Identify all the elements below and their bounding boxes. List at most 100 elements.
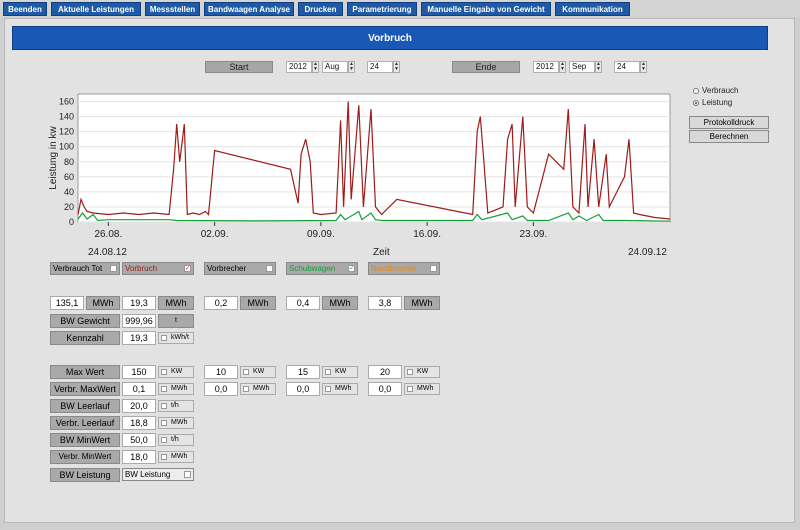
start-month-spinner[interactable]: ▲ ▼ <box>348 61 355 73</box>
berechnen-button[interactable]: Berechnen <box>689 130 769 143</box>
max-wert-value[interactable]: 150 <box>122 365 156 379</box>
checkbox-checked-icon[interactable]: ✓ <box>184 265 191 272</box>
y-tick-label: 120 <box>59 127 74 137</box>
bw-leerlauf-value[interactable]: 20,0 <box>122 399 156 413</box>
checkbox-icon[interactable] <box>161 454 167 460</box>
end-month-spinner[interactable]: ▲ ▼ <box>595 61 602 73</box>
checkbox-icon[interactable] <box>325 386 331 392</box>
end-day-field[interactable]: 24 <box>614 61 640 73</box>
verbr-unit-col3[interactable]: MWh <box>240 383 276 395</box>
verbr-minwert-unit[interactable]: MWh <box>158 451 194 463</box>
max-unit-col3[interactable]: KW <box>240 366 276 378</box>
kennzahl-unit[interactable]: kWh/t <box>158 332 194 344</box>
start-month-field[interactable]: Aug <box>322 61 348 73</box>
checkbox-icon[interactable] <box>161 420 167 426</box>
total-unit-4: MWh <box>322 296 358 310</box>
max-unit-col3-label: KW <box>253 368 265 375</box>
menu-kommunikation[interactable]: Kommunikation <box>555 2 630 16</box>
start-year-field[interactable]: 2012 <box>286 61 312 73</box>
bw-minwert-unit-label: t/h <box>171 436 179 443</box>
filter-verbrauch-tot[interactable]: Verbrauch Tot <box>50 262 120 275</box>
checkbox-icon[interactable] <box>161 369 167 375</box>
menu-drucken[interactable]: Drucken <box>298 2 343 16</box>
checkbox-icon[interactable] <box>161 386 167 392</box>
total-value-3: 0,2 <box>204 296 238 310</box>
verbr-leerlauf-unit[interactable]: MWh <box>158 417 194 429</box>
radio-verbrauch-label: Verbrauch <box>702 86 739 95</box>
verbr-maxwert-unit[interactable]: MWh <box>158 383 194 395</box>
checkbox-checked-icon[interactable]: ✓ <box>348 265 355 272</box>
start-day-field[interactable]: 24 <box>367 61 393 73</box>
menu-aktuelle-leistungen[interactable]: Aktuelle Leistungen <box>51 2 141 16</box>
filter-nachbrecher[interactable]: Nachbrecher <box>368 262 440 275</box>
verbr-unit-col4[interactable]: MWh <box>322 383 358 395</box>
start-year-spinner[interactable]: ▲ ▼ <box>312 61 319 73</box>
checkbox-icon[interactable] <box>161 437 167 443</box>
total-value-1: 135,1 <box>50 296 84 310</box>
max-unit-col5[interactable]: KW <box>404 366 440 378</box>
checkbox-icon[interactable] <box>184 471 191 478</box>
checkbox-icon[interactable] <box>266 265 273 272</box>
start-day-spinner[interactable]: ▲ ▼ <box>393 61 400 73</box>
radio-verbrauch[interactable]: Verbrauch <box>693 86 738 95</box>
menu-manuelle-eingabe[interactable]: Manuelle Eingabe von Gewicht <box>421 2 551 16</box>
checkbox-icon[interactable] <box>243 369 249 375</box>
y-axis-label: Leistung in kw <box>48 126 59 190</box>
menu-messstellen[interactable]: Messstellen <box>145 2 200 16</box>
max-wert-unit[interactable]: KW <box>158 366 194 378</box>
y-tick-label: 40 <box>64 187 74 197</box>
y-tick-label: 20 <box>64 202 74 212</box>
end-year-field[interactable]: 2012 <box>533 61 559 73</box>
verbr-leerlauf-label: Verbr. Leerlauf <box>50 416 120 430</box>
x-tick-label: 26.08. <box>94 229 122 240</box>
checkbox-icon[interactable] <box>110 265 117 272</box>
total-unit-3: MWh <box>240 296 276 310</box>
checkbox-icon[interactable] <box>325 369 331 375</box>
bw-leerlauf-unit[interactable]: t/h <box>158 400 194 412</box>
checkbox-icon[interactable] <box>430 265 437 272</box>
filter-verbrauch-tot-label: Verbrauch Tot <box>53 264 103 273</box>
filter-nachbrecher-label: Nachbrecher <box>371 264 417 273</box>
x-tick-label: 09.09. <box>307 229 335 240</box>
y-tick-label: 140 <box>59 112 74 122</box>
x-start-label: 24.08.12 <box>88 247 127 258</box>
protokolldruck-button[interactable]: Protokolldruck <box>689 116 769 129</box>
max-value-col4[interactable]: 15 <box>286 365 320 379</box>
filter-schubwagen-label: Schubwagen <box>289 264 336 273</box>
bw-minwert-value[interactable]: 50,0 <box>122 433 156 447</box>
x-axis: 26.08. 02.09. 09.09. 16.09. 23.09. <box>94 222 547 240</box>
total-unit-2: MWh <box>158 296 194 310</box>
series-vorbruch-line <box>77 101 671 220</box>
plot-area <box>77 93 671 223</box>
max-unit-col4[interactable]: KW <box>322 366 358 378</box>
checkbox-icon[interactable] <box>243 386 249 392</box>
verbr-unit-col5[interactable]: MWh <box>404 383 440 395</box>
menu-parametrierung[interactable]: Parametrierung <box>347 2 417 16</box>
filter-vorbruch[interactable]: Vorbruch ✓ <box>122 262 194 275</box>
filter-vorbrecher[interactable]: Vorbrecher <box>204 262 276 275</box>
checkbox-icon[interactable] <box>161 335 167 341</box>
radio-dot-icon <box>693 87 699 94</box>
verbr-maxwert-value: 0,1 <box>122 382 156 396</box>
bw-leistung-label: BW Leistung <box>50 468 120 482</box>
checkbox-icon[interactable] <box>161 403 167 409</box>
bw-gewicht-value: 999,96 <box>122 314 156 328</box>
end-day-spinner[interactable]: ▲ ▼ <box>640 61 647 73</box>
bw-leerlauf-label: BW Leerlauf <box>50 399 120 413</box>
y-axis: 0 20 40 60 80 100 120 140 160 <box>59 97 74 227</box>
max-value-col5[interactable]: 20 <box>368 365 402 379</box>
menu-beenden[interactable]: Beenden <box>3 2 47 16</box>
filter-schubwagen[interactable]: Schubwagen ✓ <box>286 262 358 275</box>
checkbox-icon[interactable] <box>407 386 413 392</box>
y-tick-label: 160 <box>59 97 74 107</box>
end-month-field[interactable]: Sep <box>569 61 595 73</box>
bw-leistung-select[interactable]: BW Leistung <box>122 468 194 481</box>
checkbox-icon[interactable] <box>407 369 413 375</box>
radio-leistung[interactable]: Leistung <box>693 98 732 107</box>
bw-minwert-unit[interactable]: t/h <box>158 434 194 446</box>
end-year-spinner[interactable]: ▲ ▼ <box>559 61 566 73</box>
verbr-leerlauf-unit-label: MWh <box>171 419 188 426</box>
max-value-col3[interactable]: 10 <box>204 365 238 379</box>
menu-bandwaagen-analyse[interactable]: Bandwaagen Analyse <box>204 2 294 16</box>
power-chart: 0 20 40 60 80 100 120 140 160 26.08. 02.09. 09.09.… <box>48 93 671 258</box>
